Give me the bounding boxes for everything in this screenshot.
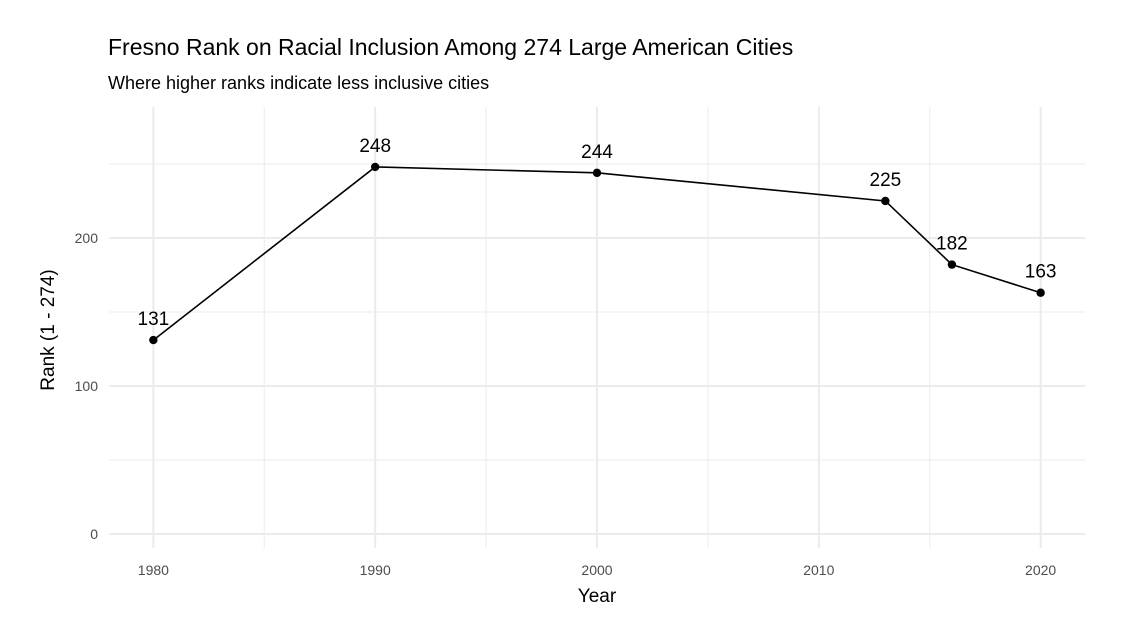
x-tick-label: 2000 xyxy=(581,562,612,578)
y-tick-label: 100 xyxy=(75,378,99,394)
series-marks: 131 248 244 225 182 163 xyxy=(138,136,1057,345)
data-label: 244 xyxy=(581,142,613,163)
x-tick-label: 1990 xyxy=(360,562,391,578)
data-point xyxy=(1036,288,1045,297)
data-label: 248 xyxy=(359,136,391,157)
data-point xyxy=(149,335,158,345)
x-tick-label: 2010 xyxy=(803,562,834,578)
series-line xyxy=(152,166,1041,341)
x-tick-label: 2020 xyxy=(1025,562,1056,578)
chart-subtitle: Where higher ranks indicate less inclusi… xyxy=(108,73,490,93)
data-label: 163 xyxy=(1025,262,1057,283)
y-axis-label: Rank (1 - 274) xyxy=(38,269,59,390)
tick-labels: 0 100 200 1980 1990 2000 2010 2020 xyxy=(75,230,1057,578)
x-tick-label: 1980 xyxy=(138,562,169,578)
gridlines xyxy=(109,107,1085,548)
data-label: 225 xyxy=(870,170,902,191)
data-point xyxy=(947,260,957,269)
data-label: 131 xyxy=(138,309,170,330)
data-label: 182 xyxy=(936,234,968,255)
data-point xyxy=(592,168,602,178)
x-axis-label: Year xyxy=(578,586,617,607)
y-tick-label: 0 xyxy=(90,526,98,542)
y-tick-label: 200 xyxy=(75,230,99,246)
chart-title: Fresno Rank on Racial Inclusion Among 27… xyxy=(108,34,794,60)
data-point xyxy=(881,196,890,206)
data-point xyxy=(370,162,380,172)
